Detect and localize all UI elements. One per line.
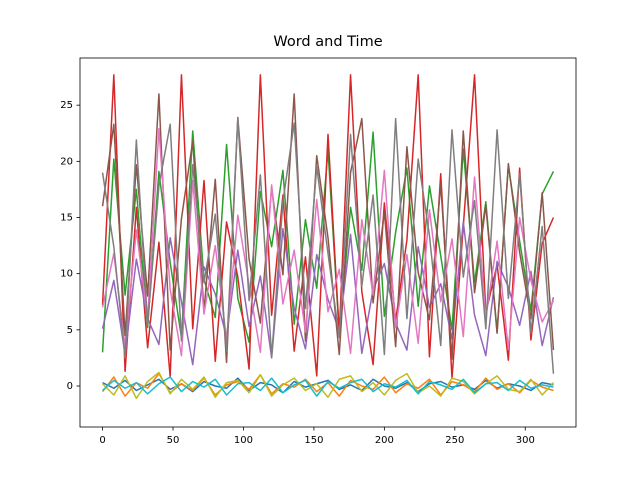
- x-tick-label: 200: [375, 435, 394, 446]
- series-line: [102, 376, 554, 397]
- y-tick-label: 25: [60, 100, 73, 111]
- x-tick-label: 150: [304, 435, 323, 446]
- y-tick-label: 0: [67, 381, 73, 392]
- axes-frame: [79, 57, 577, 428]
- series-line: [101, 117, 555, 374]
- chart-title: Word and Time: [273, 34, 382, 50]
- y-tick-label: 20: [60, 156, 73, 167]
- y-tick-label: 5: [67, 325, 73, 336]
- plot-area: [101, 74, 555, 400]
- series-line: [101, 74, 555, 379]
- y-tick-label: 10: [60, 269, 73, 280]
- x-tick-label: 300: [516, 435, 535, 446]
- y-tick-label: 15: [60, 213, 73, 224]
- x-tick-label: 250: [445, 435, 464, 446]
- x-tick-label: 0: [99, 435, 105, 446]
- series-line: [101, 128, 555, 357]
- x-tick-label: 100: [234, 435, 253, 446]
- x-tick-label: 50: [167, 435, 180, 446]
